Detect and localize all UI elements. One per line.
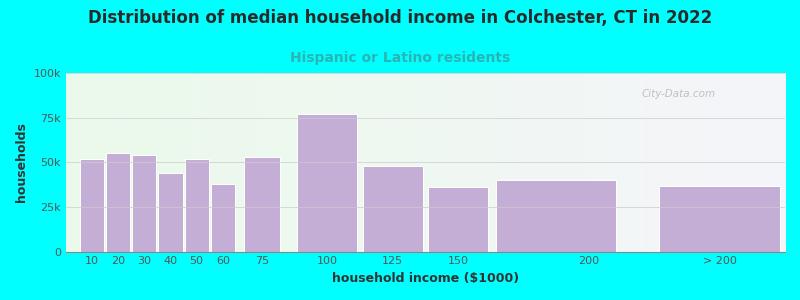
Text: City-Data.com: City-Data.com bbox=[641, 89, 715, 99]
Y-axis label: households: households bbox=[15, 122, 28, 202]
Text: Distribution of median household income in Colchester, CT in 2022: Distribution of median household income … bbox=[88, 9, 712, 27]
Bar bbox=[158, 173, 182, 252]
Bar bbox=[244, 157, 280, 252]
Bar bbox=[185, 159, 209, 252]
Bar bbox=[210, 184, 235, 252]
Bar bbox=[106, 153, 130, 252]
Bar bbox=[298, 114, 358, 252]
Bar bbox=[428, 187, 488, 252]
X-axis label: household income ($1000): household income ($1000) bbox=[332, 272, 519, 285]
Bar bbox=[496, 180, 616, 252]
Bar bbox=[80, 159, 104, 252]
Text: Hispanic or Latino residents: Hispanic or Latino residents bbox=[290, 51, 510, 65]
Bar bbox=[659, 186, 780, 252]
Bar bbox=[132, 155, 156, 252]
Bar bbox=[362, 166, 423, 252]
